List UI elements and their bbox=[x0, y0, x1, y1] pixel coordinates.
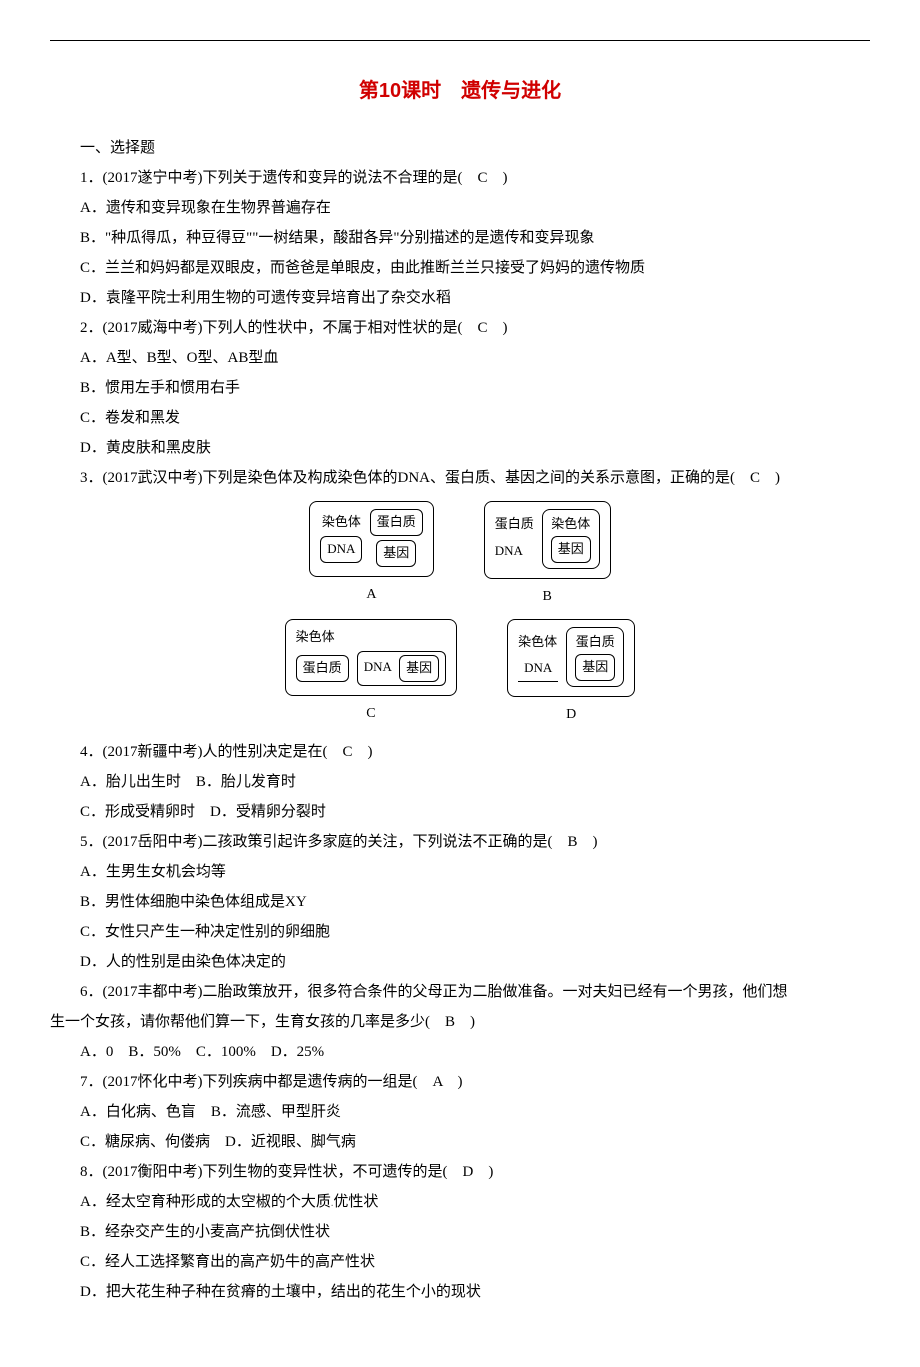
q2-opt-b: B．惯用左手和惯用右手 bbox=[50, 373, 870, 403]
q1-opt-c: C．兰兰和妈妈都是双眼皮，而爸爸是单眼皮，由此推断兰兰只接受了妈妈的遗传物质 bbox=[50, 253, 870, 283]
q5-stem: 5．(2017岳阳中考)二孩政策引起许多家庭的关注，下列说法不正确的是( B ) bbox=[50, 827, 870, 857]
label-protein: 蛋白质 bbox=[296, 655, 349, 682]
q4-stem: 4．(2017新疆中考)人的性别决定是在( C ) bbox=[50, 737, 870, 767]
q5-opt-d: D．人的性别是由染色体决定的 bbox=[50, 947, 870, 977]
caption-c: C bbox=[285, 700, 457, 728]
q1-opt-d: D．袁隆平院士利用生物的可遗传变异培育出了杂交水稻 bbox=[50, 283, 870, 313]
diagram-d: 染色体 DNA 蛋白质 基因 D bbox=[507, 619, 635, 729]
q8-a-post: 优性状 bbox=[333, 1194, 378, 1210]
q8-opt-d: D．把大花生种子种在贫瘠的土壤中，结出的花生个小的现状 bbox=[50, 1277, 870, 1307]
q2-stem: 2．(2017威海中考)下列人的性状中，不属于相对性状的是( C ) bbox=[50, 313, 870, 343]
q6-line-2: 生一个女孩，请你帮他们算一下，生育女孩的几率是多少( B ) bbox=[50, 1007, 870, 1037]
q4-opts-2: C．形成受精卵时 D．受精卵分裂时 bbox=[50, 797, 870, 827]
page-title: 第10课时 遗传与进化 bbox=[50, 71, 870, 111]
q6-opts: A．0 B．50% C．100% D．25% bbox=[50, 1037, 870, 1067]
diagram-a: 染色体 DNA 蛋白质 基因 A bbox=[309, 501, 433, 609]
label-dna: DNA bbox=[518, 656, 558, 682]
q5-opt-a: A．生男生女机会均等 bbox=[50, 857, 870, 887]
caption-a: A bbox=[309, 581, 433, 609]
q1-opt-b: B．"种瓜得瓜，种豆得豆""一树结果，酸甜各异"分别描述的是遗传和变异现象 bbox=[50, 223, 870, 253]
diagram-b: 蛋白质 DNA 染色体 基因 B bbox=[484, 501, 611, 611]
label-gene: 基因 bbox=[399, 655, 439, 682]
q1-stem: 1．(2017遂宁中考)下列关于遗传和变异的说法不合理的是( C ) bbox=[50, 163, 870, 193]
q2-opt-a: A．A型、B型、O型、AB型血 bbox=[50, 343, 870, 373]
label-dna: DNA bbox=[362, 657, 394, 678]
label-chrom: 染色体 bbox=[320, 511, 363, 533]
label-gene: 基因 bbox=[551, 536, 591, 563]
label-chrom: 染色体 bbox=[516, 631, 559, 653]
label-gene: 基因 bbox=[376, 540, 416, 567]
q3-diagram-row-2: 染色体 蛋白质 DNA 基因 C 染色体 DN bbox=[50, 619, 870, 729]
q5-opt-b: B．男性体细胞中染色体组成是XY bbox=[50, 887, 870, 917]
q8-opt-c: C．经人工选择繁育出的高产奶牛的高产性状 bbox=[50, 1247, 870, 1277]
caption-d: D bbox=[507, 701, 635, 729]
q2-opt-c: C．卷发和黑发 bbox=[50, 403, 870, 433]
label-chrom: 染色体 bbox=[294, 626, 337, 648]
label-protein: 蛋白质 bbox=[574, 632, 617, 653]
label-protein: 蛋白质 bbox=[370, 509, 423, 536]
q3-stem: 3．(2017武汉中考)下列是染色体及构成染色体的DNA、蛋白质、基因之间的关系… bbox=[50, 463, 870, 493]
q4-opts-1: A．胎儿出生时 B．胎儿发育时 bbox=[50, 767, 870, 797]
q8-opt-a: A．经太空育种形成的太空椒的个大质.优性状 bbox=[50, 1187, 870, 1217]
top-rule bbox=[50, 40, 870, 41]
label-gene: 基因 bbox=[575, 654, 615, 681]
q8-a-pre: A．经太空育种形成的太空椒的个大质 bbox=[80, 1194, 331, 1210]
q8-opt-b: B．经杂交产生的小麦高产抗倒伏性状 bbox=[50, 1217, 870, 1247]
q1-opt-a: A．遗传和变异现象在生物界普遍存在 bbox=[50, 193, 870, 223]
q3-diagrams: 染色体 DNA 蛋白质 基因 A 蛋白质 DNA bbox=[50, 501, 870, 729]
label-protein: 蛋白质 bbox=[493, 513, 536, 535]
diagram-c: 染色体 蛋白质 DNA 基因 C bbox=[285, 619, 457, 728]
q3-diagram-row-1: 染色体 DNA 蛋白质 基因 A 蛋白质 DNA bbox=[50, 501, 870, 611]
section-heading: 一、选择题 bbox=[50, 133, 870, 163]
label-chrom: 染色体 bbox=[549, 514, 592, 535]
label-dna: DNA bbox=[495, 539, 529, 564]
q5-opt-c: C．女性只产生一种决定性别的卵细胞 bbox=[50, 917, 870, 947]
q7-stem: 7．(2017怀化中考)下列疾病中都是遗传病的一组是( A ) bbox=[50, 1067, 870, 1097]
label-dna: DNA bbox=[320, 536, 362, 563]
q2-opt-d: D．黄皮肤和黑皮肤 bbox=[50, 433, 870, 463]
q7-opts-2: C．糖尿病、佝偻病 D．近视眼、脚气病 bbox=[50, 1127, 870, 1157]
caption-b: B bbox=[484, 583, 611, 611]
q7-opts-1: A．白化病、色盲 B．流感、甲型肝炎 bbox=[50, 1097, 870, 1127]
q8-stem: 8．(2017衡阳中考)下列生物的变异性状，不可遗传的是( D ) bbox=[50, 1157, 870, 1187]
q6-line-1: 6．(2017丰都中考)二胎政策放开，很多符合条件的父母正为二胎做准备。一对夫妇… bbox=[50, 977, 870, 1007]
